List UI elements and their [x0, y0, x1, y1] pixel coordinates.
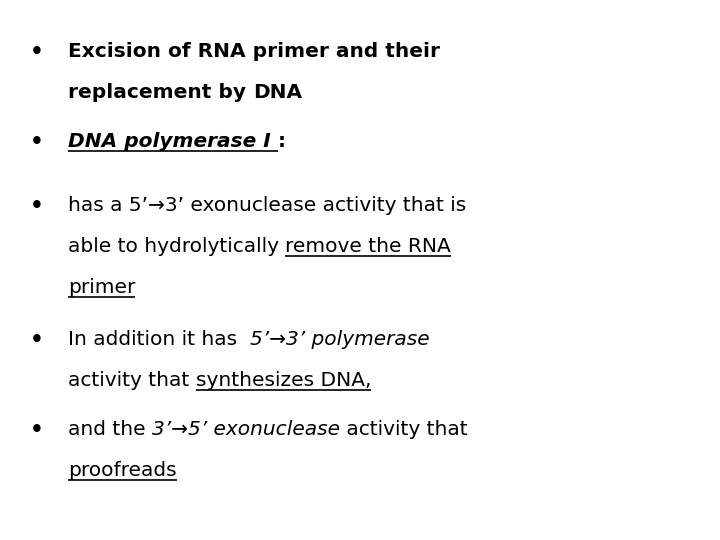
Text: primer: primer — [68, 278, 135, 297]
Text: DNA polymerase I: DNA polymerase I — [68, 132, 278, 151]
Text: synthesizes DNA,: synthesizes DNA, — [196, 371, 371, 390]
Text: •: • — [30, 330, 44, 350]
Text: remove the RNA: remove the RNA — [285, 237, 451, 256]
Text: Excision of RNA primer and their: Excision of RNA primer and their — [68, 42, 440, 61]
Text: 3’→5’ exonuclease: 3’→5’ exonuclease — [152, 420, 340, 439]
Text: In addition it has: In addition it has — [68, 330, 250, 349]
Text: •: • — [30, 420, 44, 440]
Text: •: • — [30, 132, 44, 152]
Text: has a 5’→3’ exonuclease activity that is: has a 5’→3’ exonuclease activity that is — [68, 196, 467, 215]
Text: and the: and the — [68, 420, 152, 439]
Text: •: • — [30, 42, 44, 62]
Text: activity that: activity that — [340, 420, 467, 439]
Text: 5’→3’ polymerase: 5’→3’ polymerase — [250, 330, 430, 349]
Text: able to hydrolytically: able to hydrolytically — [68, 237, 285, 256]
Text: activity that: activity that — [68, 371, 196, 390]
Text: replacement by: replacement by — [68, 83, 253, 102]
Text: proofreads: proofreads — [68, 461, 176, 480]
Text: •: • — [30, 196, 44, 216]
Text: :: : — [278, 132, 286, 151]
Text: DNA: DNA — [253, 83, 302, 102]
